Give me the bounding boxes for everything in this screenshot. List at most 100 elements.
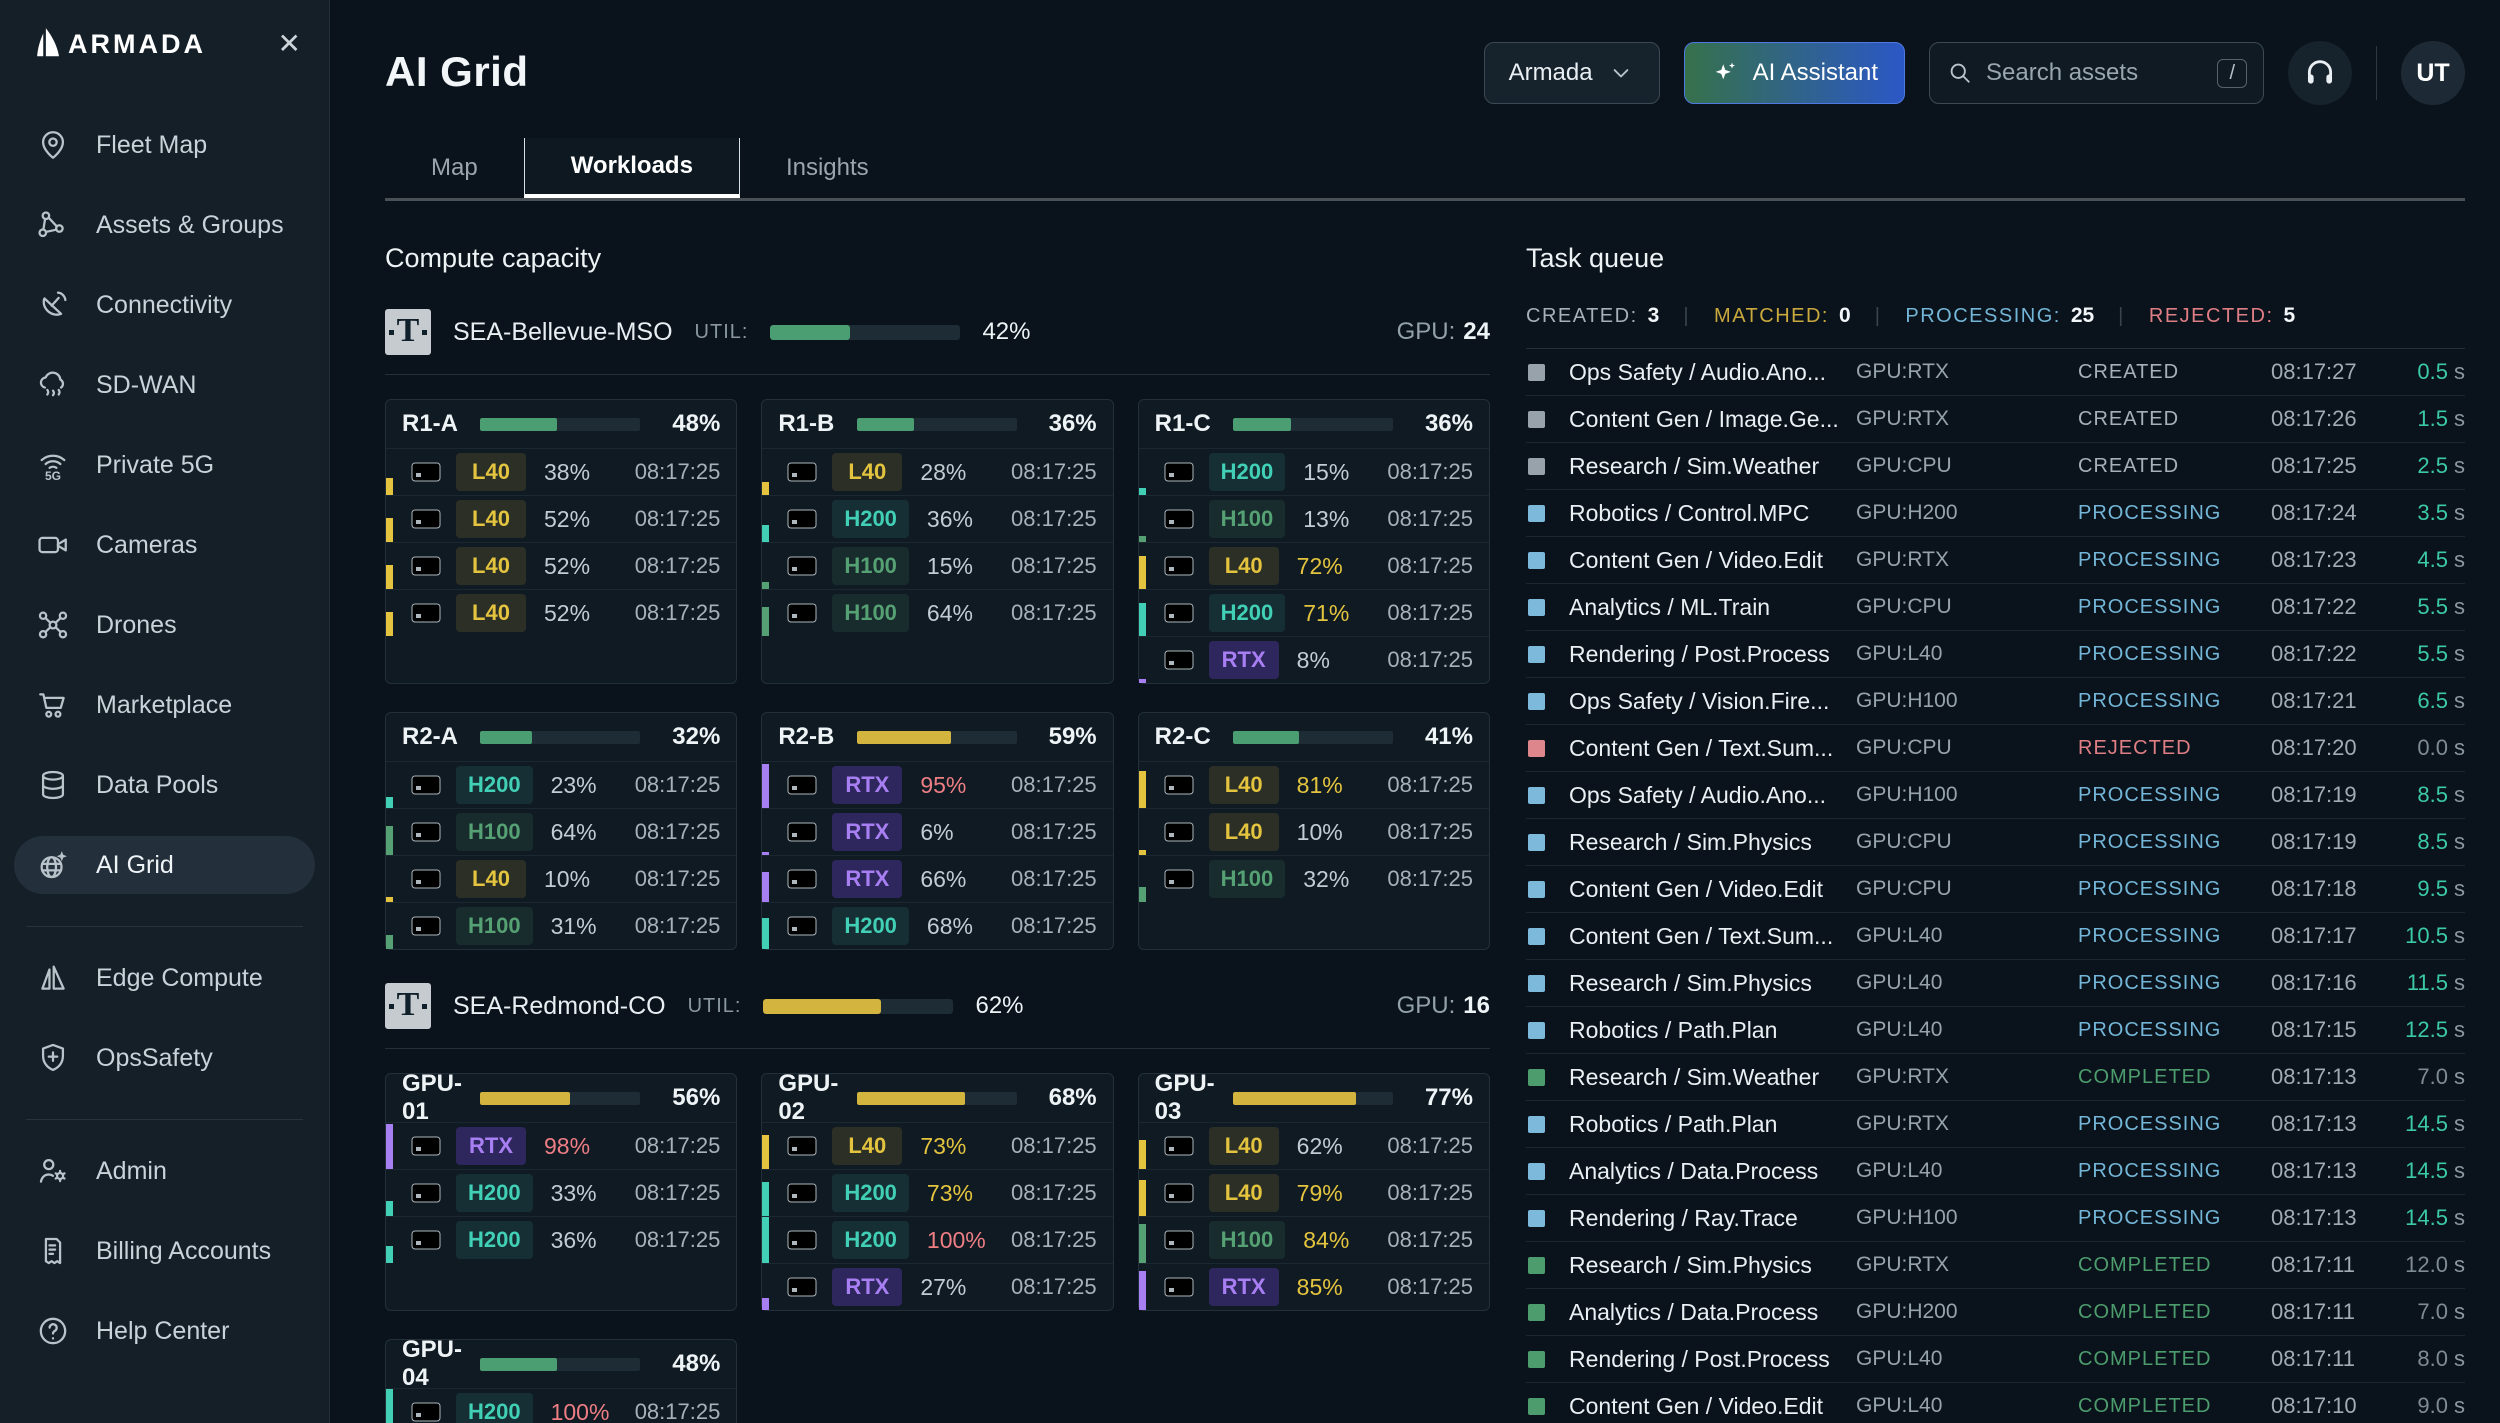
rack-rows: H200 23% 08:17:25 H100 64% 08:17:25 L40 10% 08:1… — [386, 761, 737, 949]
gpu-row[interactable]: H200 100% 08:17:25 — [386, 1388, 737, 1423]
task-row[interactable]: Content Gen / Video.Edit GPU:L40 COMPLETED… — [1526, 1383, 2465, 1423]
task-row[interactable]: Content Gen / Video.Edit GPU:CPU PROCESSIN… — [1526, 866, 2465, 913]
gpu-row[interactable]: L40 52% 08:17:25 — [386, 542, 737, 589]
gpu-row[interactable]: L40 73% 08:17:25 — [762, 1122, 1113, 1169]
sidebar-item-marketplace[interactable]: Marketplace — [14, 676, 315, 734]
gpu-row-time: 08:17:25 — [1387, 600, 1473, 625]
task-row[interactable]: Content Gen / Image.Ge... GPU:RTX CREATED 0… — [1526, 396, 2465, 443]
avatar[interactable]: UT — [2401, 41, 2465, 105]
gpu-row[interactable]: H100 64% 08:17:25 — [386, 808, 737, 855]
gpu-row[interactable]: L40 10% 08:17:25 — [386, 855, 737, 902]
gpu-row[interactable]: RTX 85% 08:17:25 — [1138, 1263, 1489, 1310]
gpu-row[interactable]: H200 71% 08:17:25 — [1138, 589, 1489, 636]
sidebar-item-connectivity[interactable]: Connectivity — [14, 276, 315, 334]
gpu-type-chip: L40 — [832, 453, 903, 491]
gpu-row[interactable]: L40 52% 08:17:25 — [386, 495, 737, 542]
task-row[interactable]: Rendering / Post.Process GPU:L40 COMPLETED… — [1526, 1336, 2465, 1383]
task-row[interactable]: Robotics / Path.Plan GPU:RTX PROCESSING 08:… — [1526, 1101, 2465, 1148]
gpu-row[interactable]: RTX 66% 08:17:25 — [762, 855, 1113, 902]
task-row[interactable]: Ops Safety / Audio.Ano... GPU:H100 PROCESS… — [1526, 772, 2465, 819]
task-row[interactable]: Robotics / Path.Plan GPU:L40 PROCESSING 08:… — [1526, 1007, 2465, 1054]
gpu-row[interactable]: H200 73% 08:17:25 — [762, 1169, 1113, 1216]
tab-workloads[interactable]: Workloads — [523, 138, 740, 198]
tab-insights[interactable]: Insights — [785, 154, 869, 181]
search-input[interactable] — [1986, 59, 2206, 87]
sidebar-item-ai-grid[interactable]: AI Grid — [14, 836, 315, 894]
gpu-util-percent: 72% — [1296, 552, 1343, 579]
task-row[interactable]: Content Gen / Video.Edit GPU:RTX PROCESSIN… — [1526, 537, 2465, 584]
gpu-row[interactable]: H200 36% 08:17:25 — [762, 495, 1113, 542]
gpu-row[interactable]: RTX 95% 08:17:25 — [762, 761, 1113, 808]
gpu-row[interactable]: RTX 8% 08:17:25 — [1138, 636, 1489, 683]
sidebar-item-edge-compute[interactable]: Edge Compute — [14, 949, 315, 1007]
gpu-util-percent: 28% — [920, 458, 967, 485]
task-time: 08:17:24 — [2271, 500, 2357, 525]
gpu-row[interactable]: L40 62% 08:17:25 — [1138, 1122, 1489, 1169]
sidebar-item-label: Cameras — [96, 530, 198, 559]
sidebar-item-fleet-map[interactable]: Fleet Map — [14, 116, 315, 174]
sidebar-item-sd-wan[interactable]: SD-WAN — [14, 356, 315, 414]
task-row[interactable]: Analytics / Data.Process GPU:L40 PROCESSIN… — [1526, 1148, 2465, 1195]
sidebar-item-help-center[interactable]: Help Center — [14, 1302, 315, 1360]
gpu-row[interactable]: H200 100% 08:17:25 — [762, 1216, 1113, 1263]
task-row[interactable]: Ops Safety / Audio.Ano... GPU:RTX CREATED 0… — [1526, 349, 2465, 396]
gpu-row[interactable]: L40 38% 08:17:25 — [386, 448, 737, 495]
sidebar-item-assets-groups[interactable]: Assets & Groups — [14, 196, 315, 254]
task-row[interactable]: Research / Sim.Physics GPU:L40 PROCESSING 0… — [1526, 960, 2465, 1007]
sidebar-item-drones[interactable]: Drones — [14, 596, 315, 654]
close-icon[interactable]: ✕ — [277, 28, 301, 59]
gpu-row[interactable]: H200 23% 08:17:25 — [386, 761, 737, 808]
gpu-row[interactable]: L40 10% 08:17:25 — [1138, 808, 1489, 855]
gpu-row[interactable]: H100 84% 08:17:25 — [1138, 1216, 1489, 1263]
gpu-row[interactable]: L40 81% 08:17:25 — [1138, 761, 1489, 808]
gpu-row[interactable]: H200 68% 08:17:25 — [762, 902, 1113, 949]
gpu-row[interactable]: RTX 98% 08:17:25 — [386, 1122, 737, 1169]
sidebar-item-data-pools[interactable]: Data Pools — [14, 756, 315, 814]
gpu-row[interactable]: RTX 27% 08:17:25 — [762, 1263, 1113, 1310]
gpu-row[interactable]: H100 15% 08:17:25 — [762, 542, 1113, 589]
task-row[interactable]: Research / Sim.Weather GPU:RTX COMPLETED 08… — [1526, 1054, 2465, 1101]
gpu-type-chip: L40 — [1208, 1127, 1279, 1165]
sidebar-item-opssafety[interactable]: OpsSafety — [14, 1029, 315, 1087]
gpu-row[interactable]: H200 36% 08:17:25 — [386, 1216, 737, 1263]
gpu-row[interactable]: L40 28% 08:17:25 — [762, 448, 1113, 495]
task-row[interactable]: Rendering / Post.Process GPU:L40 PROCESSIN… — [1526, 631, 2465, 678]
task-row[interactable]: Ops Safety / Vision.Fire... GPU:H100 PROCE… — [1526, 678, 2465, 725]
sidebar-item-cameras[interactable]: Cameras — [14, 516, 315, 574]
gpu-row-time: 08:17:25 — [634, 1227, 721, 1252]
task-row[interactable]: Content Gen / Text.Sum... GPU:L40 PROCESSI… — [1526, 913, 2465, 960]
gpu-row[interactable]: H200 33% 08:17:25 — [386, 1169, 737, 1216]
task-row[interactable]: Research / Sim.Physics GPU:CPU PROCESSING 0… — [1526, 819, 2465, 866]
task-row[interactable]: Research / Sim.Physics GPU:RTX COMPLETED 08… — [1526, 1242, 2465, 1289]
gpu-row[interactable]: H100 64% 08:17:25 — [762, 589, 1113, 636]
gpu-row-time: 08:17:25 — [1387, 1227, 1473, 1252]
sidebar-item-billing-accounts[interactable]: Billing Accounts — [14, 1222, 315, 1280]
task-row[interactable]: Robotics / Control.MPC GPU:H200 PROCESSING… — [1526, 490, 2465, 537]
gpu-row[interactable]: L40 72% 08:17:25 — [1138, 542, 1489, 589]
gpu-row[interactable]: L40 79% 08:17:25 — [1138, 1169, 1489, 1216]
task-row[interactable]: Content Gen / Text.Sum... GPU:CPU REJECTED… — [1526, 725, 2465, 772]
ai-assistant-button[interactable]: AI Assistant — [1683, 42, 1905, 104]
gpu-row[interactable]: L40 52% 08:17:25 — [386, 589, 737, 636]
gpu-row[interactable]: RTX 6% 08:17:25 — [762, 808, 1113, 855]
gpu-card-icon — [410, 507, 442, 531]
support-button[interactable] — [2288, 41, 2352, 105]
search-box[interactable]: / — [1929, 42, 2264, 104]
gpu-row[interactable]: H100 32% 08:17:25 — [1138, 855, 1489, 902]
task-row[interactable]: Analytics / Data.Process GPU:H200 COMPLETE… — [1526, 1289, 2465, 1336]
tab-map[interactable]: Map — [431, 154, 478, 181]
gpu-row-time: 08:17:25 — [634, 459, 721, 484]
gpu-row[interactable]: H100 13% 08:17:25 — [1138, 495, 1489, 542]
task-row[interactable]: Analytics / ML.Train GPU:CPU PROCESSING 08:… — [1526, 584, 2465, 631]
gpu-card-icon — [786, 601, 818, 625]
org-selector-button[interactable]: Armada — [1483, 42, 1660, 104]
sidebar-item-private-5g[interactable]: 5G Private 5G — [14, 436, 315, 494]
task-row[interactable]: Research / Sim.Weather GPU:CPU CREATED 08:1… — [1526, 443, 2465, 490]
gpu-util-percent: 8% — [1296, 646, 1330, 673]
gpu-row[interactable]: H100 31% 08:17:25 — [386, 902, 737, 949]
gpu-row[interactable]: H200 15% 08:17:25 — [1138, 448, 1489, 495]
sidebar-item-admin[interactable]: Admin — [14, 1142, 315, 1200]
task-gpu: GPU:L40 — [1856, 924, 1943, 947]
task-row[interactable]: Rendering / Ray.Trace GPU:H100 PROCESSING 0… — [1526, 1195, 2465, 1242]
task-status: PROCESSING — [2078, 924, 2222, 947]
